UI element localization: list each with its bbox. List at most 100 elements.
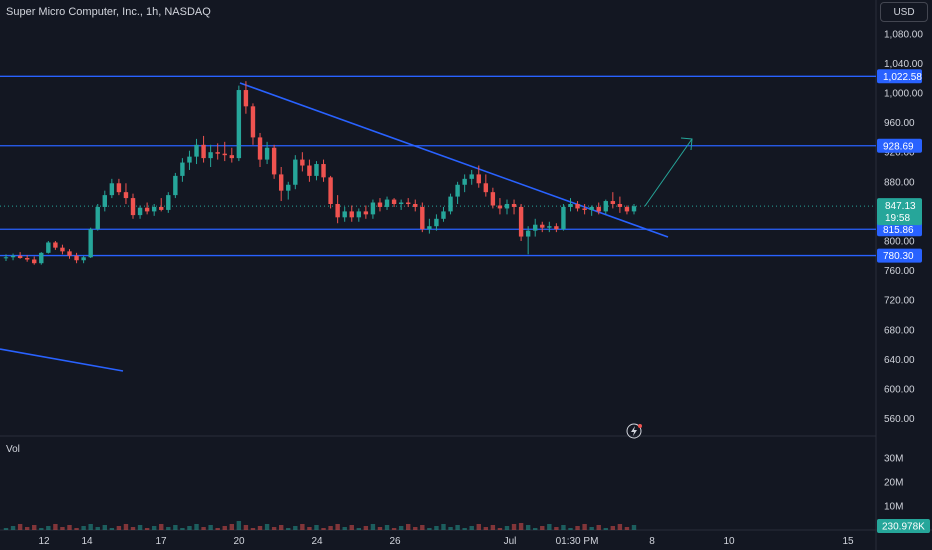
candle bbox=[547, 221, 552, 233]
candle-body bbox=[561, 206, 566, 230]
candle-body bbox=[144, 207, 150, 212]
candle-body bbox=[10, 255, 16, 258]
candle bbox=[39, 252, 44, 265]
candle-body bbox=[130, 198, 136, 216]
candle bbox=[137, 205, 143, 219]
time-tick-label: 10 bbox=[723, 536, 735, 547]
volume-bar bbox=[561, 525, 566, 530]
candle bbox=[67, 249, 72, 259]
candle bbox=[46, 241, 51, 254]
candle-body bbox=[511, 204, 517, 207]
price-tick-label: 800.00 bbox=[884, 237, 915, 248]
time-tick-label: Jul bbox=[504, 536, 517, 547]
candle bbox=[3, 254, 9, 261]
candle-body bbox=[194, 144, 199, 157]
candle bbox=[554, 223, 559, 233]
candle-body bbox=[455, 184, 460, 197]
volume-bar bbox=[95, 527, 100, 530]
volume-bar bbox=[109, 528, 115, 530]
candle bbox=[349, 205, 354, 222]
candle bbox=[525, 226, 531, 255]
price-tick-label: 680.00 bbox=[884, 325, 915, 336]
time-tick-label: 17 bbox=[155, 536, 167, 547]
candle bbox=[250, 103, 256, 145]
volume-tick-label: 30M bbox=[884, 454, 903, 465]
price-tick-label: 720.00 bbox=[884, 296, 915, 307]
volume-bar bbox=[518, 523, 524, 530]
volume-bar bbox=[476, 524, 481, 530]
volume-bar bbox=[173, 525, 178, 530]
time-tick-label: 20 bbox=[233, 536, 245, 547]
price-tick-label: 880.00 bbox=[884, 177, 915, 188]
last-volume-tag-label: 230.978K bbox=[882, 522, 925, 533]
candle bbox=[300, 152, 305, 172]
lightning-icon-bolt bbox=[631, 426, 637, 436]
volume-bar bbox=[511, 524, 517, 530]
candle bbox=[469, 169, 474, 185]
candle bbox=[166, 192, 171, 213]
volume-bar bbox=[264, 524, 270, 530]
volume-bar bbox=[483, 527, 489, 530]
time-tick-label: 24 bbox=[311, 536, 323, 547]
candle bbox=[74, 252, 79, 264]
candle-body bbox=[384, 199, 390, 207]
candle-body bbox=[300, 159, 305, 166]
candle bbox=[293, 155, 298, 190]
candle-body bbox=[39, 252, 44, 264]
candle bbox=[271, 144, 277, 179]
candle bbox=[420, 202, 425, 233]
icons[interactable] bbox=[626, 423, 642, 439]
price-tick-label: 760.00 bbox=[884, 266, 915, 277]
volume-bar bbox=[497, 528, 503, 530]
volume-bar bbox=[208, 525, 213, 530]
candle bbox=[10, 253, 16, 261]
candle bbox=[455, 181, 460, 204]
candle bbox=[540, 221, 545, 233]
candle-body bbox=[46, 242, 51, 253]
currency-selector[interactable]: USD bbox=[880, 2, 928, 22]
level-price-tag bbox=[877, 222, 922, 237]
volume-bar bbox=[349, 525, 354, 530]
volume-bar bbox=[24, 527, 30, 530]
candle bbox=[370, 199, 376, 219]
candle bbox=[173, 172, 178, 199]
candle-body bbox=[159, 206, 164, 210]
candle bbox=[32, 256, 37, 265]
volume-bar bbox=[342, 527, 347, 530]
volume-bar bbox=[60, 527, 65, 530]
candle bbox=[236, 85, 242, 162]
candle bbox=[617, 196, 623, 213]
volume-tick-label: 10M bbox=[884, 502, 903, 513]
candle bbox=[180, 158, 185, 182]
candle bbox=[286, 181, 291, 200]
candle bbox=[257, 132, 263, 167]
volume-bar bbox=[236, 521, 242, 530]
volume-bar bbox=[88, 524, 93, 530]
volume-bar bbox=[575, 526, 580, 530]
candle-body bbox=[377, 202, 383, 207]
candle-body bbox=[413, 204, 418, 207]
volume-bar bbox=[413, 527, 418, 530]
volume-bar bbox=[222, 526, 227, 530]
candle-body bbox=[518, 206, 524, 237]
candle bbox=[589, 205, 594, 216]
volume-bar bbox=[533, 528, 538, 530]
candle-body bbox=[462, 178, 467, 185]
candle bbox=[144, 202, 150, 215]
candle-body bbox=[67, 251, 72, 256]
countdown-label: 19:58 bbox=[885, 213, 910, 224]
candle-body bbox=[81, 257, 86, 261]
volume-bar bbox=[441, 524, 446, 530]
candle-body bbox=[250, 106, 256, 138]
volume-bar bbox=[39, 528, 44, 530]
time-axis[interactable]: 12 14 17 20 24 26 Jul 01:30 PM 8 10 15 bbox=[38, 536, 854, 547]
price-tick-label: 1,000.00 bbox=[884, 89, 923, 100]
candle bbox=[60, 244, 65, 255]
volume-bar bbox=[469, 526, 474, 530]
price-axis[interactable]: 1,080.00 1,040.00 1,000.00 960.00 920.00 880.… bbox=[884, 29, 923, 512]
candle-body bbox=[582, 208, 587, 210]
price-tick-label: 600.00 bbox=[884, 385, 915, 396]
candle bbox=[109, 178, 115, 199]
